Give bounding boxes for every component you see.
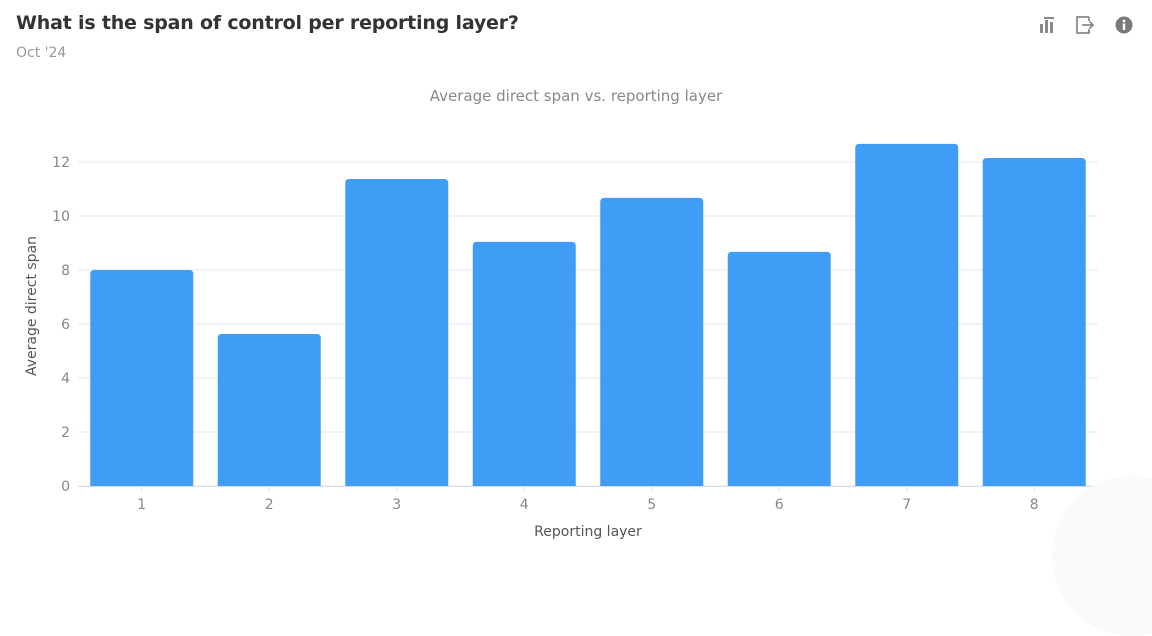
x-tick-label: 6	[775, 497, 784, 513]
x-tick-label: 2	[265, 497, 274, 513]
page-subtitle-date: Oct '24	[16, 45, 67, 61]
chart-title: Average direct span vs. reporting layer	[429, 87, 723, 105]
bar-layer-5[interactable]	[600, 197, 704, 486]
chart-toolbar	[1038, 15, 1134, 35]
y-tick-label: 6	[61, 317, 70, 333]
bar-layer-2[interactable]	[217, 333, 321, 486]
x-tick-label: 7	[902, 497, 911, 513]
bar-layer-3[interactable]	[345, 179, 449, 486]
info-button[interactable]	[1114, 15, 1134, 35]
bar-layer-6[interactable]	[727, 251, 831, 486]
y-tick-label: 0	[61, 479, 70, 495]
bar-layer-4[interactable]	[472, 241, 576, 486]
y-axis-ticks: 0 2 4 6 8 10 12	[52, 155, 70, 495]
y-tick-label: 8	[61, 263, 70, 279]
chart-type-button[interactable]	[1038, 15, 1058, 35]
y-tick-label: 4	[61, 371, 70, 387]
bar-layer-1[interactable]	[90, 270, 194, 486]
bar-chart-icon	[1040, 17, 1054, 33]
x-tick-label: 1	[137, 497, 146, 513]
x-tick-label: 5	[647, 497, 656, 513]
bars	[90, 143, 1086, 486]
x-tick-label: 3	[392, 497, 401, 513]
y-tick-label: 2	[61, 425, 70, 441]
y-tick-label: 12	[52, 155, 70, 171]
y-tick-label: 10	[52, 209, 70, 225]
y-axis-label: Average direct span	[24, 236, 40, 376]
bar-layer-7[interactable]	[855, 143, 959, 486]
bar-layer-8[interactable]	[982, 157, 1086, 486]
page-title: What is the span of control per reportin…	[16, 12, 519, 34]
x-tick-label: 8	[1030, 497, 1039, 513]
info-icon	[1115, 16, 1133, 34]
export-icon	[1076, 16, 1095, 34]
export-button[interactable]	[1076, 15, 1096, 35]
x-tick-label: 4	[520, 497, 529, 513]
x-axis-ticks: 1 2 3 4 5 6 7 8	[78, 486, 1098, 513]
x-axis-label: Reporting layer	[534, 524, 642, 540]
